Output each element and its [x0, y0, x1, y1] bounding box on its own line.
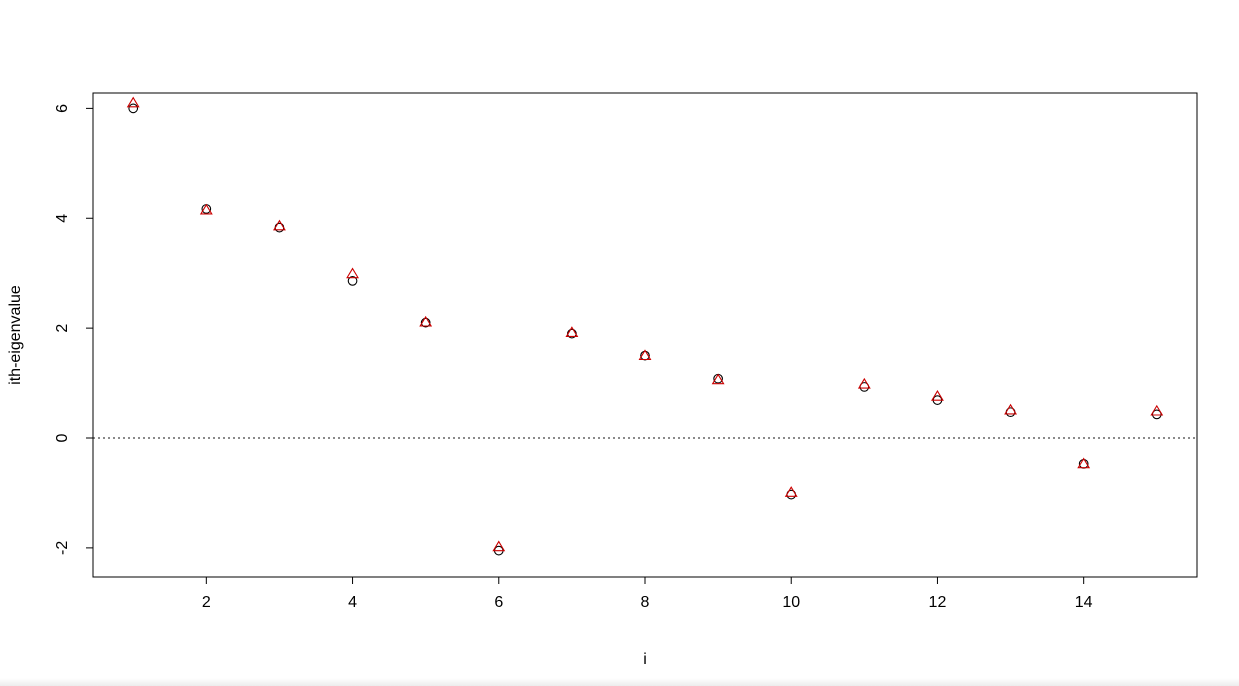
y-tick-label: 0	[54, 433, 71, 442]
y-tick-label: 4	[54, 214, 71, 223]
data-point-triangle	[492, 540, 506, 552]
data-point-circle	[347, 276, 358, 286]
data-point-triangle	[711, 373, 725, 385]
data-point-triangle	[565, 326, 579, 337]
data-point-circle	[274, 222, 285, 233]
x-tick-label: 12	[929, 594, 947, 611]
x-axis-label: i	[643, 651, 647, 668]
data-point-triangle	[784, 486, 798, 497]
y-axis-label: ith-eigenvalue	[7, 285, 24, 385]
data-point-triangle	[1077, 457, 1091, 469]
data-point-triangle	[273, 219, 286, 231]
y-tick-label: 2	[54, 324, 71, 333]
data-point-circle	[420, 317, 431, 328]
plot-layer: 2 4 6 8 10 12 14 -2 0 2 4 6	[54, 96, 1197, 611]
window-bottom-edge	[0, 678, 1239, 686]
data-point-triangle	[638, 349, 652, 361]
data-point-triangle	[931, 389, 944, 401]
x-tick-label: 8	[641, 594, 650, 611]
data-point-triangle	[346, 267, 359, 279]
x-tick-label: 4	[348, 594, 357, 611]
data-point-triangle	[419, 315, 433, 327]
data-point-triangle	[126, 96, 140, 108]
x-tick-label: 10	[782, 594, 800, 611]
plot-frame	[92, 92, 1198, 578]
y-tick-label: 6	[54, 104, 71, 113]
data-point-triangle	[1150, 404, 1164, 416]
data-point-circle	[1151, 409, 1162, 420]
data-point-triangle	[1004, 403, 1017, 415]
x-tick-label: 6	[494, 594, 503, 611]
data-point-triangle	[857, 377, 871, 389]
x-tick-label: 2	[202, 594, 211, 611]
x-tick-label: 14	[1075, 594, 1093, 611]
y-tick-label: -2	[54, 541, 71, 555]
data-point-triangle	[199, 203, 213, 215]
data-point-circle	[128, 103, 139, 114]
